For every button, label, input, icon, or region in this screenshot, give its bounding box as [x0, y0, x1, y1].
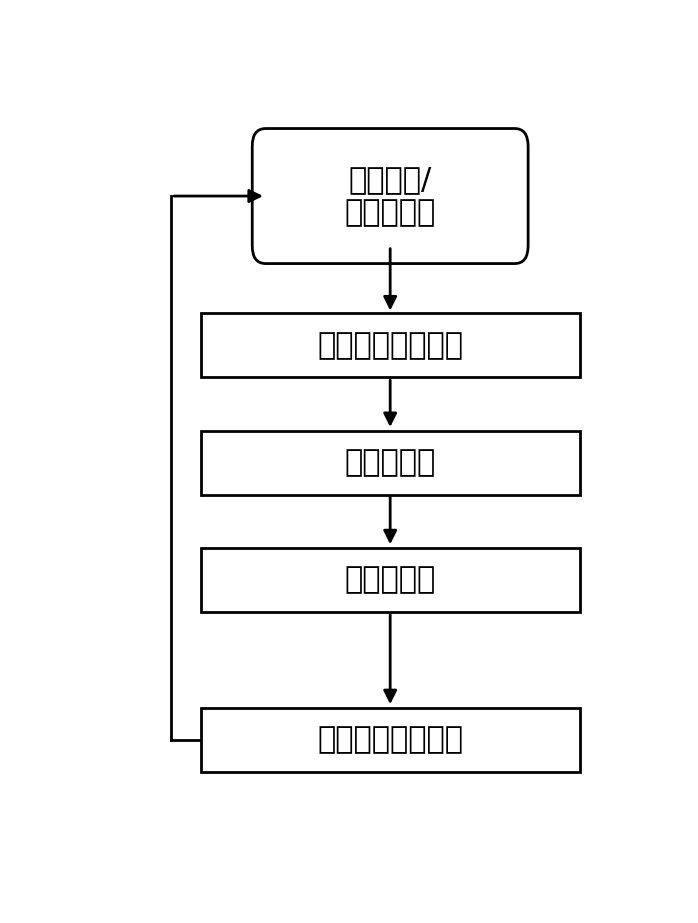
Bar — [201, 313, 579, 378]
Text: 电路清零关: 电路清零关 — [345, 565, 436, 594]
Text: 朗缪尔探针清零开: 朗缪尔探针清零开 — [317, 330, 463, 360]
Text: 电路清零开: 电路清零开 — [345, 448, 436, 477]
Bar — [201, 430, 579, 495]
FancyBboxPatch shape — [252, 128, 528, 264]
Text: 朗缪尔探针清零关: 朗缪尔探针清零关 — [317, 725, 463, 754]
Text: 开机状态/
原工作状态: 开机状态/ 原工作状态 — [345, 164, 436, 227]
Bar — [201, 548, 579, 612]
Bar — [201, 708, 579, 772]
